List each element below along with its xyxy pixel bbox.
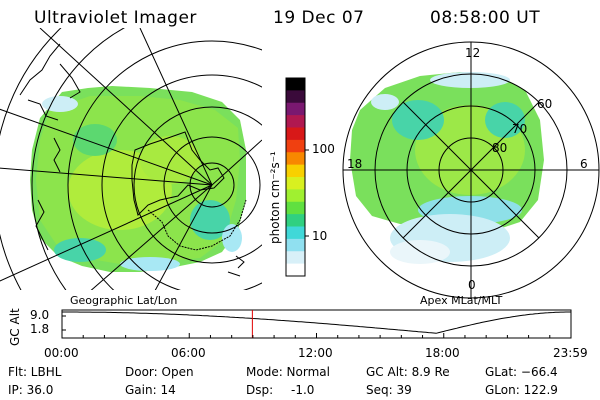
glon-info: GLon: 122.9 <box>485 383 558 397</box>
time-tick-1800: 18:00 <box>425 346 460 360</box>
colorbar-band <box>286 189 305 203</box>
gain-info: Gain: 14 <box>125 383 176 397</box>
colorbar-unit-label: photon cm⁻²s⁻¹ <box>268 151 282 244</box>
colorbar-band <box>286 238 305 252</box>
mlat-label-70: 70 <box>512 122 528 136</box>
time-tick-0600: 06:00 <box>171 346 206 360</box>
mlt-label-0: 0 <box>468 278 476 292</box>
seq-info: Seq: 39 <box>366 383 412 397</box>
colorbar-tick-10: 10 <box>312 229 328 243</box>
mlt-label-18: 18 <box>347 157 363 171</box>
colorbar <box>285 77 309 277</box>
door-info: Door: Open <box>125 365 194 379</box>
colorbar-band <box>286 214 305 227</box>
ip-info: IP: 36.0 <box>8 383 54 397</box>
date-label: 19 Dec 07 <box>273 8 365 28</box>
mlt-label-12: 12 <box>465 46 481 60</box>
colorbar-band <box>286 115 305 128</box>
geographic-caption: Geographic Lat/Lon <box>70 294 178 307</box>
gc-alt-info: GC Alt: 8.9 Re <box>366 365 450 379</box>
colorbar-band <box>286 127 305 141</box>
altitude-ylabel: GC Alt <box>8 308 22 346</box>
time-tick-0000: 00:00 <box>44 346 79 360</box>
dsp-info-value: -1.0 <box>291 383 315 397</box>
colorbar-band <box>286 152 305 166</box>
magnetic-grid <box>342 41 600 299</box>
mlat-label-60: 60 <box>537 97 553 111</box>
geographic-grid <box>0 28 262 290</box>
colorbar-band <box>286 102 305 116</box>
glat-info: GLat: −66.4 <box>485 365 558 379</box>
colorbar-band <box>286 78 305 91</box>
colorbar-band <box>286 201 305 215</box>
altitude-plot <box>61 309 572 339</box>
colorbar-tick-100: 100 <box>312 142 335 156</box>
instrument-title: Ultraviolet Imager <box>34 8 197 28</box>
colorbar-band <box>286 251 305 265</box>
colorbar-band <box>286 226 305 240</box>
colorbar-band <box>286 90 305 104</box>
mode-info: Mode: Normal <box>246 365 330 379</box>
colorbar-band <box>286 177 305 190</box>
magnetic-caption: Apex MLat/MLT <box>420 294 503 307</box>
altitude-ytick-bottom: 1.8 <box>30 322 50 336</box>
time-tick-1200: 12:00 <box>298 346 333 360</box>
colorbar-band <box>286 164 305 178</box>
filter-info: Flt: LBHL <box>8 365 62 379</box>
time-tick-2359: 23:59 <box>553 346 588 360</box>
colorbar-band <box>286 263 305 277</box>
mlat-label-80: 80 <box>492 141 508 155</box>
altitude-ytick-top: 9.0 <box>30 308 50 322</box>
dsp-info-label: Dsp: <box>246 383 274 397</box>
time-label: 08:58:00 UT <box>430 8 541 28</box>
colorbar-band <box>286 139 305 153</box>
mlt-label-6: 6 <box>580 157 588 171</box>
